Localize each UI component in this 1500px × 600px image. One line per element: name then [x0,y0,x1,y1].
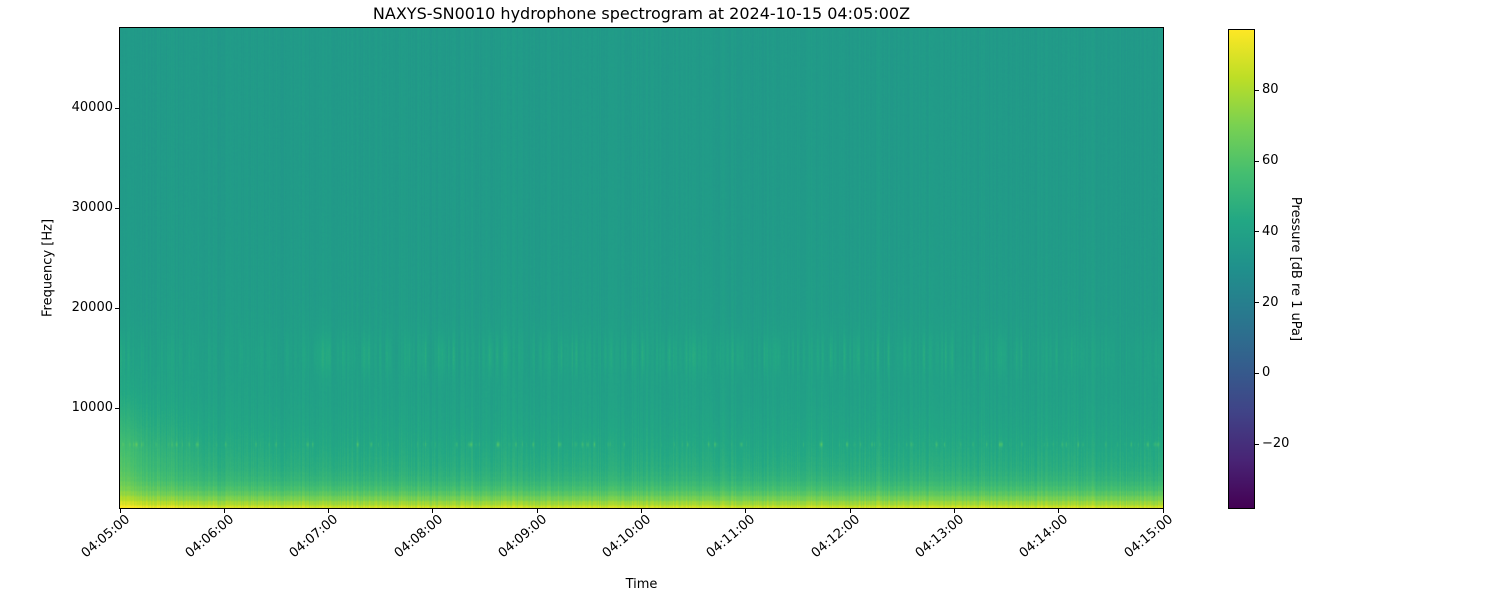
x-tick-mark [849,509,851,513]
y-tick-mark [115,407,119,409]
plot-area [119,27,1164,509]
x-tick-mark [953,509,955,513]
x-tick-label: 04:05:00 [78,512,133,562]
x-tick-mark [432,509,434,513]
x-tick-label: 04:11:00 [704,512,759,562]
x-tick-label: 04:08:00 [391,512,446,562]
x-tick-mark [536,509,538,513]
x-tick-label: 04:10:00 [599,512,655,562]
colorbar-label: Pressure [dB re 1 uPa] [1288,196,1303,342]
colorbar-tick-mark [1255,231,1259,233]
x-tick-label: 04:15:00 [1121,512,1176,562]
colorbar-tick-label: −20 [1262,436,1290,452]
colorbar-tick-label: 40 [1262,223,1279,239]
y-tick-mark [115,307,119,309]
x-tick-label: 04:14:00 [1016,512,1072,562]
colorbar-tick-label: 80 [1262,82,1279,98]
x-tick-mark [1162,509,1164,513]
x-tick-mark [641,509,642,513]
x-tick-mark [328,509,330,513]
x-tick-mark [223,509,225,513]
y-tick-label: 10000 [71,400,113,415]
y-tick-mark [115,107,119,109]
x-tick-mark [745,509,747,513]
colorbar-tick-mark [1255,443,1259,445]
x-tick-mark [119,509,121,513]
chart-title: NAXYS-SN0010 hydrophone spectrogram at 2… [372,4,911,23]
y-tick-label: 40000 [71,100,113,115]
colorbar-tick-label: 20 [1262,294,1279,310]
colorbar-tick-mark [1255,372,1259,374]
x-tick-label: 04:06:00 [182,512,237,562]
y-tick-label: 30000 [71,200,113,215]
y-tick-label: 20000 [71,300,113,315]
colorbar-tick-mark [1255,160,1259,162]
colorbar-tick-label: 0 [1262,365,1271,381]
x-axis-label: Time [625,577,658,592]
y-tick-mark [115,207,119,209]
colorbar [1228,29,1255,509]
colorbar-tick-mark [1255,89,1259,91]
spectrogram-heatmap [120,28,1163,508]
colorbar-tick-label: 60 [1262,153,1279,168]
colorbar-tick-mark [1255,302,1259,304]
x-tick-label: 04:13:00 [912,512,968,562]
x-tick-mark [1058,509,1060,513]
x-tick-label: 04:09:00 [495,512,550,562]
x-tick-label: 04:07:00 [286,512,342,562]
x-tick-label: 04:12:00 [808,512,863,562]
